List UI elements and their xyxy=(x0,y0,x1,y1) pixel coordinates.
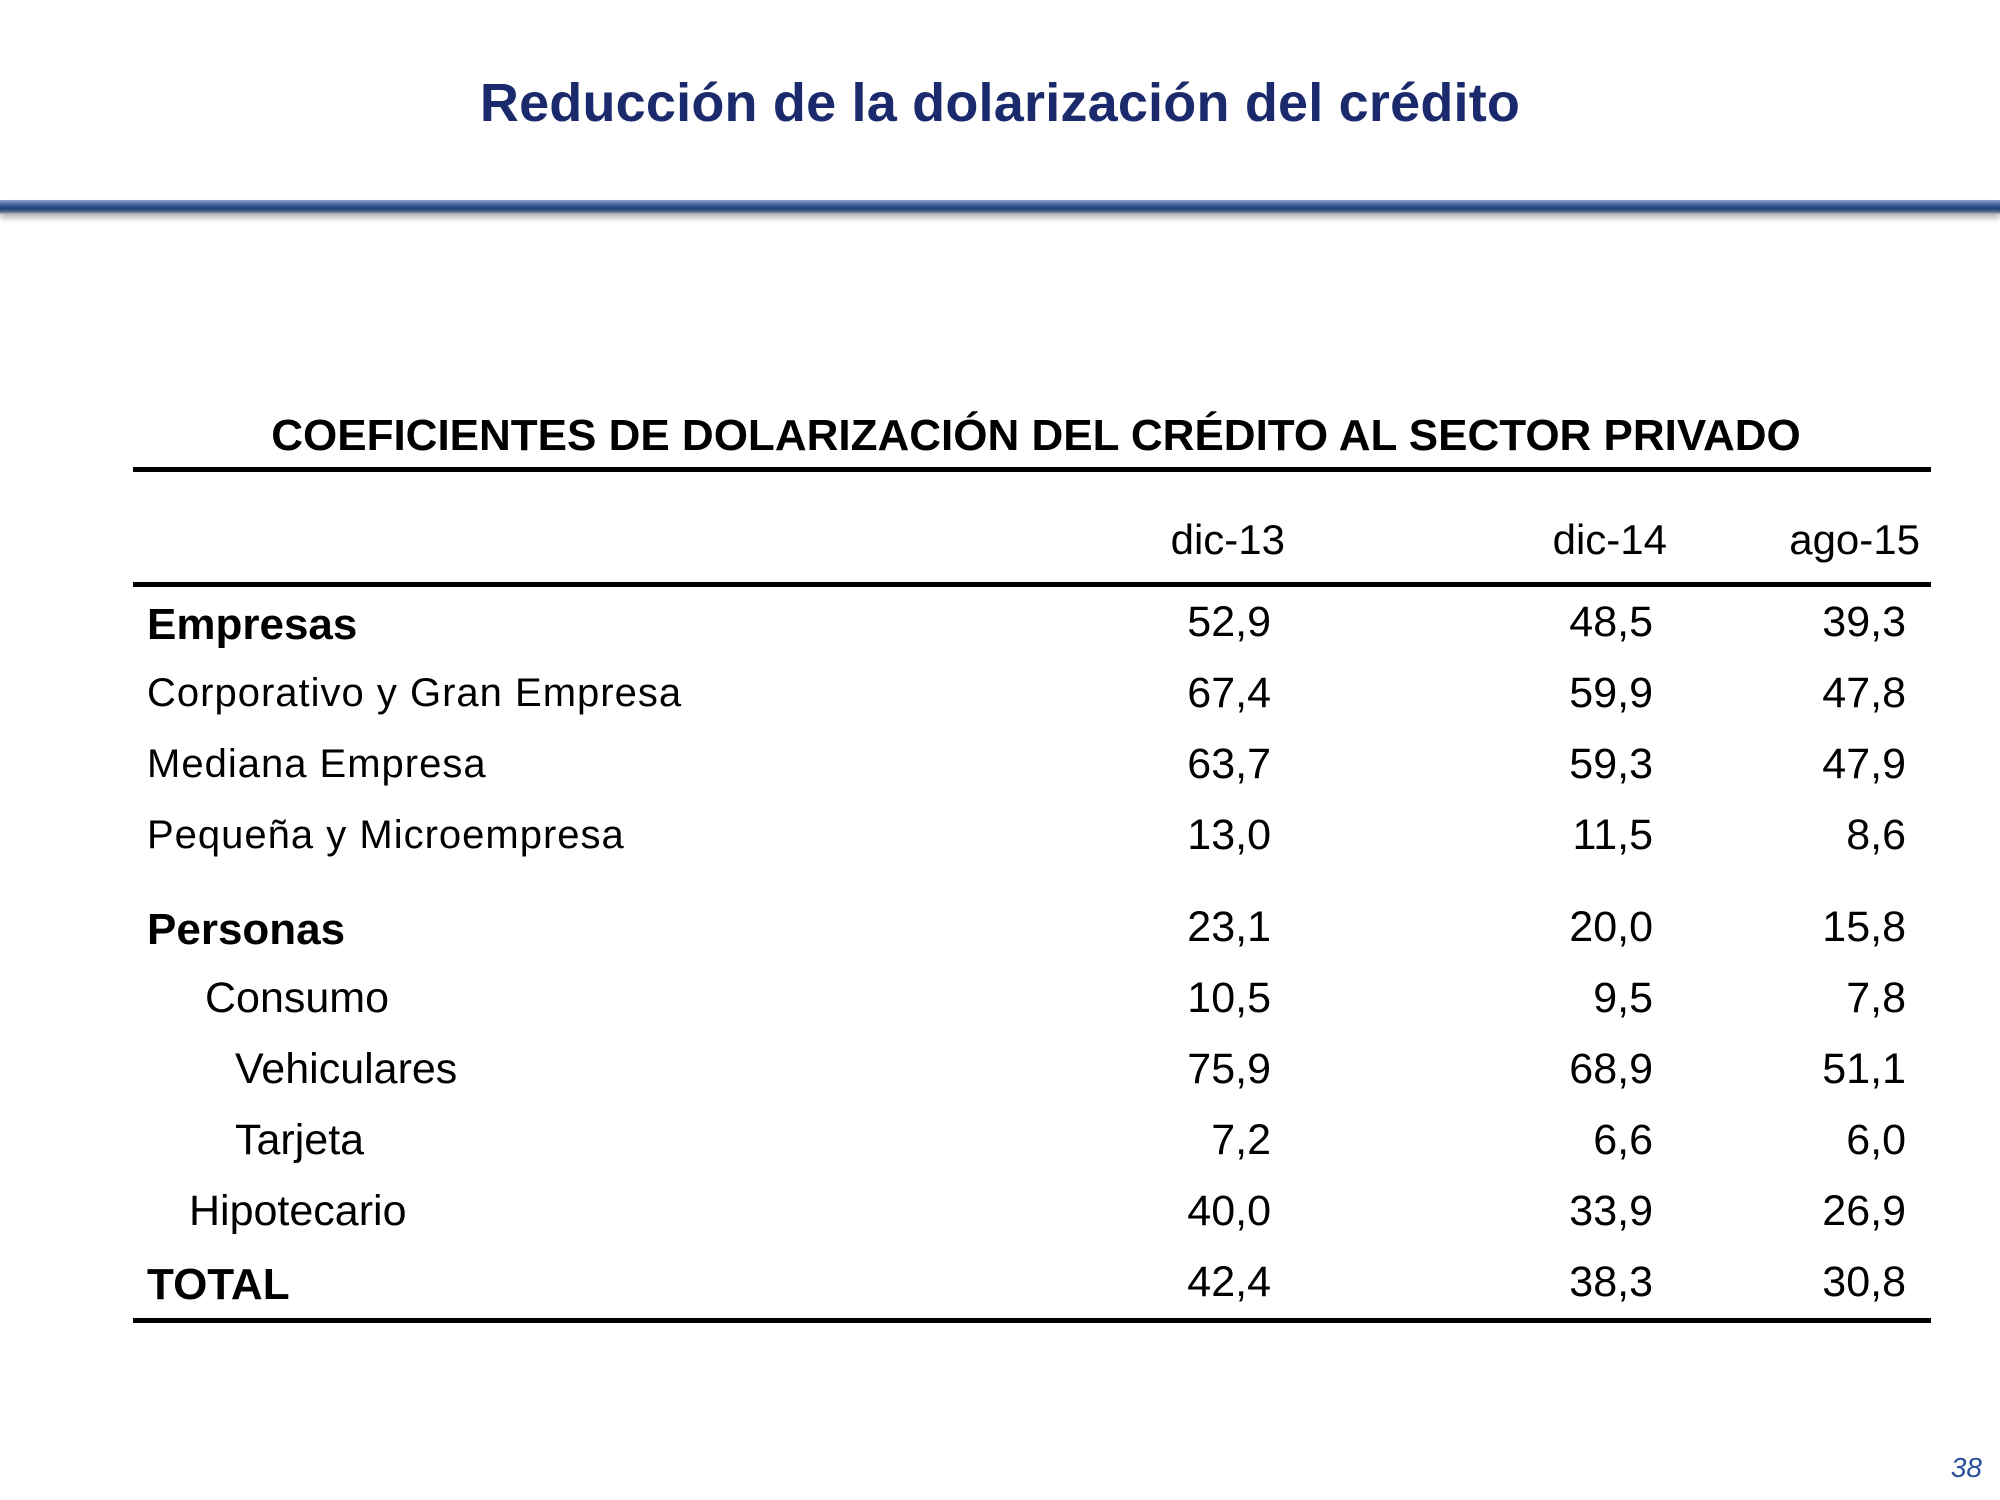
table-cell: 38,3 xyxy=(1569,1258,1653,1306)
table-row: Vehiculares 75,9 68,9 51,1 xyxy=(133,1034,1931,1105)
table-cell: 7,2 xyxy=(1211,1116,1271,1164)
column-header: dic-13 xyxy=(1170,516,1285,563)
table-cell: 10,5 xyxy=(1187,974,1271,1022)
table-cell: 11,5 xyxy=(1572,811,1654,859)
table-cell: 63,7 xyxy=(1187,740,1271,788)
column-header: ago-15 xyxy=(1789,516,1920,563)
table-cell: 13,0 xyxy=(1187,811,1271,859)
table-cell: 59,3 xyxy=(1569,740,1653,788)
table-row: Empresas 52,9 48,5 39,3 xyxy=(133,587,1931,658)
table-row: Personas 23,1 20,0 15,8 xyxy=(133,892,1931,963)
row-label: Vehiculares xyxy=(235,1045,458,1093)
table-cell: 26,9 xyxy=(1822,1187,1906,1235)
table-row: Hipotecario 40,0 33,9 26,9 xyxy=(133,1176,1931,1247)
table-cell: 75,9 xyxy=(1187,1045,1271,1093)
table-cell: 20,0 xyxy=(1569,903,1653,951)
slide-title: Reducción de la dolarización del crédito xyxy=(479,73,1521,133)
row-label: Tarjeta xyxy=(235,1116,365,1164)
table-cell: 59,9 xyxy=(1569,669,1653,717)
title-divider xyxy=(0,200,2000,214)
column-header-row: dic-13 dic-14 ago-15 xyxy=(133,472,1931,582)
table-cell: 40,0 xyxy=(1187,1187,1271,1235)
table-cell: 8,6 xyxy=(1846,811,1906,859)
table-cell: 47,8 xyxy=(1822,669,1906,717)
dollarization-table: COEFICIENTES DE DOLARIZACIÓN DEL CRÉDITO… xyxy=(133,405,1931,1323)
table-cell: 48,5 xyxy=(1569,598,1653,646)
table-cell: 30,8 xyxy=(1822,1258,1906,1306)
table-row: Mediana Empresa 63,7 59,3 47,9 xyxy=(133,729,1931,800)
table-bottom-rule xyxy=(133,1318,1931,1323)
table-top-rule xyxy=(133,467,1931,472)
table-row: Corporativo y Gran Empresa 67,4 59,9 47,… xyxy=(133,658,1931,729)
table-cell: 6,6 xyxy=(1593,1116,1653,1164)
table-cell: 51,1 xyxy=(1822,1045,1906,1093)
table-cell: 6,0 xyxy=(1846,1116,1906,1164)
table-cell: 67,4 xyxy=(1187,669,1271,717)
table-cell: 68,9 xyxy=(1569,1045,1653,1093)
column-header: dic-14 xyxy=(1552,516,1667,563)
row-label: Empresas xyxy=(147,600,358,649)
header-rule xyxy=(133,582,1931,587)
table-cell: 33,9 xyxy=(1569,1187,1653,1235)
row-label: Consumo xyxy=(205,974,390,1022)
table-row: Consumo 10,5 9,5 7,8 xyxy=(133,963,1931,1034)
table-cell: 52,9 xyxy=(1187,598,1271,646)
row-label: Mediana Empresa xyxy=(147,742,487,786)
table-cell: 15,8 xyxy=(1822,903,1906,951)
table-cell: 9,5 xyxy=(1593,974,1653,1022)
table-cell: 7,8 xyxy=(1846,974,1906,1022)
table-cell: 23,1 xyxy=(1187,903,1271,951)
row-label: Hipotecario xyxy=(189,1187,407,1235)
table-row: Pequeña y Microempresa 13,0 11,5 8,6 xyxy=(133,800,1931,871)
page-number: 38 xyxy=(1950,1452,1982,1483)
row-label: Personas xyxy=(147,905,346,954)
row-label: Corporativo y Gran Empresa xyxy=(147,671,683,715)
table-row-total: TOTAL 42,4 38,3 30,8 xyxy=(133,1247,1931,1318)
table-cell: 42,4 xyxy=(1187,1258,1271,1306)
row-label: Pequeña y Microempresa xyxy=(147,813,625,857)
row-label: TOTAL xyxy=(147,1260,290,1309)
table-title: COEFICIENTES DE DOLARIZACIÓN DEL CRÉDITO… xyxy=(271,411,1801,460)
table-cell: 47,9 xyxy=(1822,740,1906,788)
table-cell: 39,3 xyxy=(1822,598,1906,646)
table-row: Tarjeta 7,2 6,6 6,0 xyxy=(133,1105,1931,1176)
